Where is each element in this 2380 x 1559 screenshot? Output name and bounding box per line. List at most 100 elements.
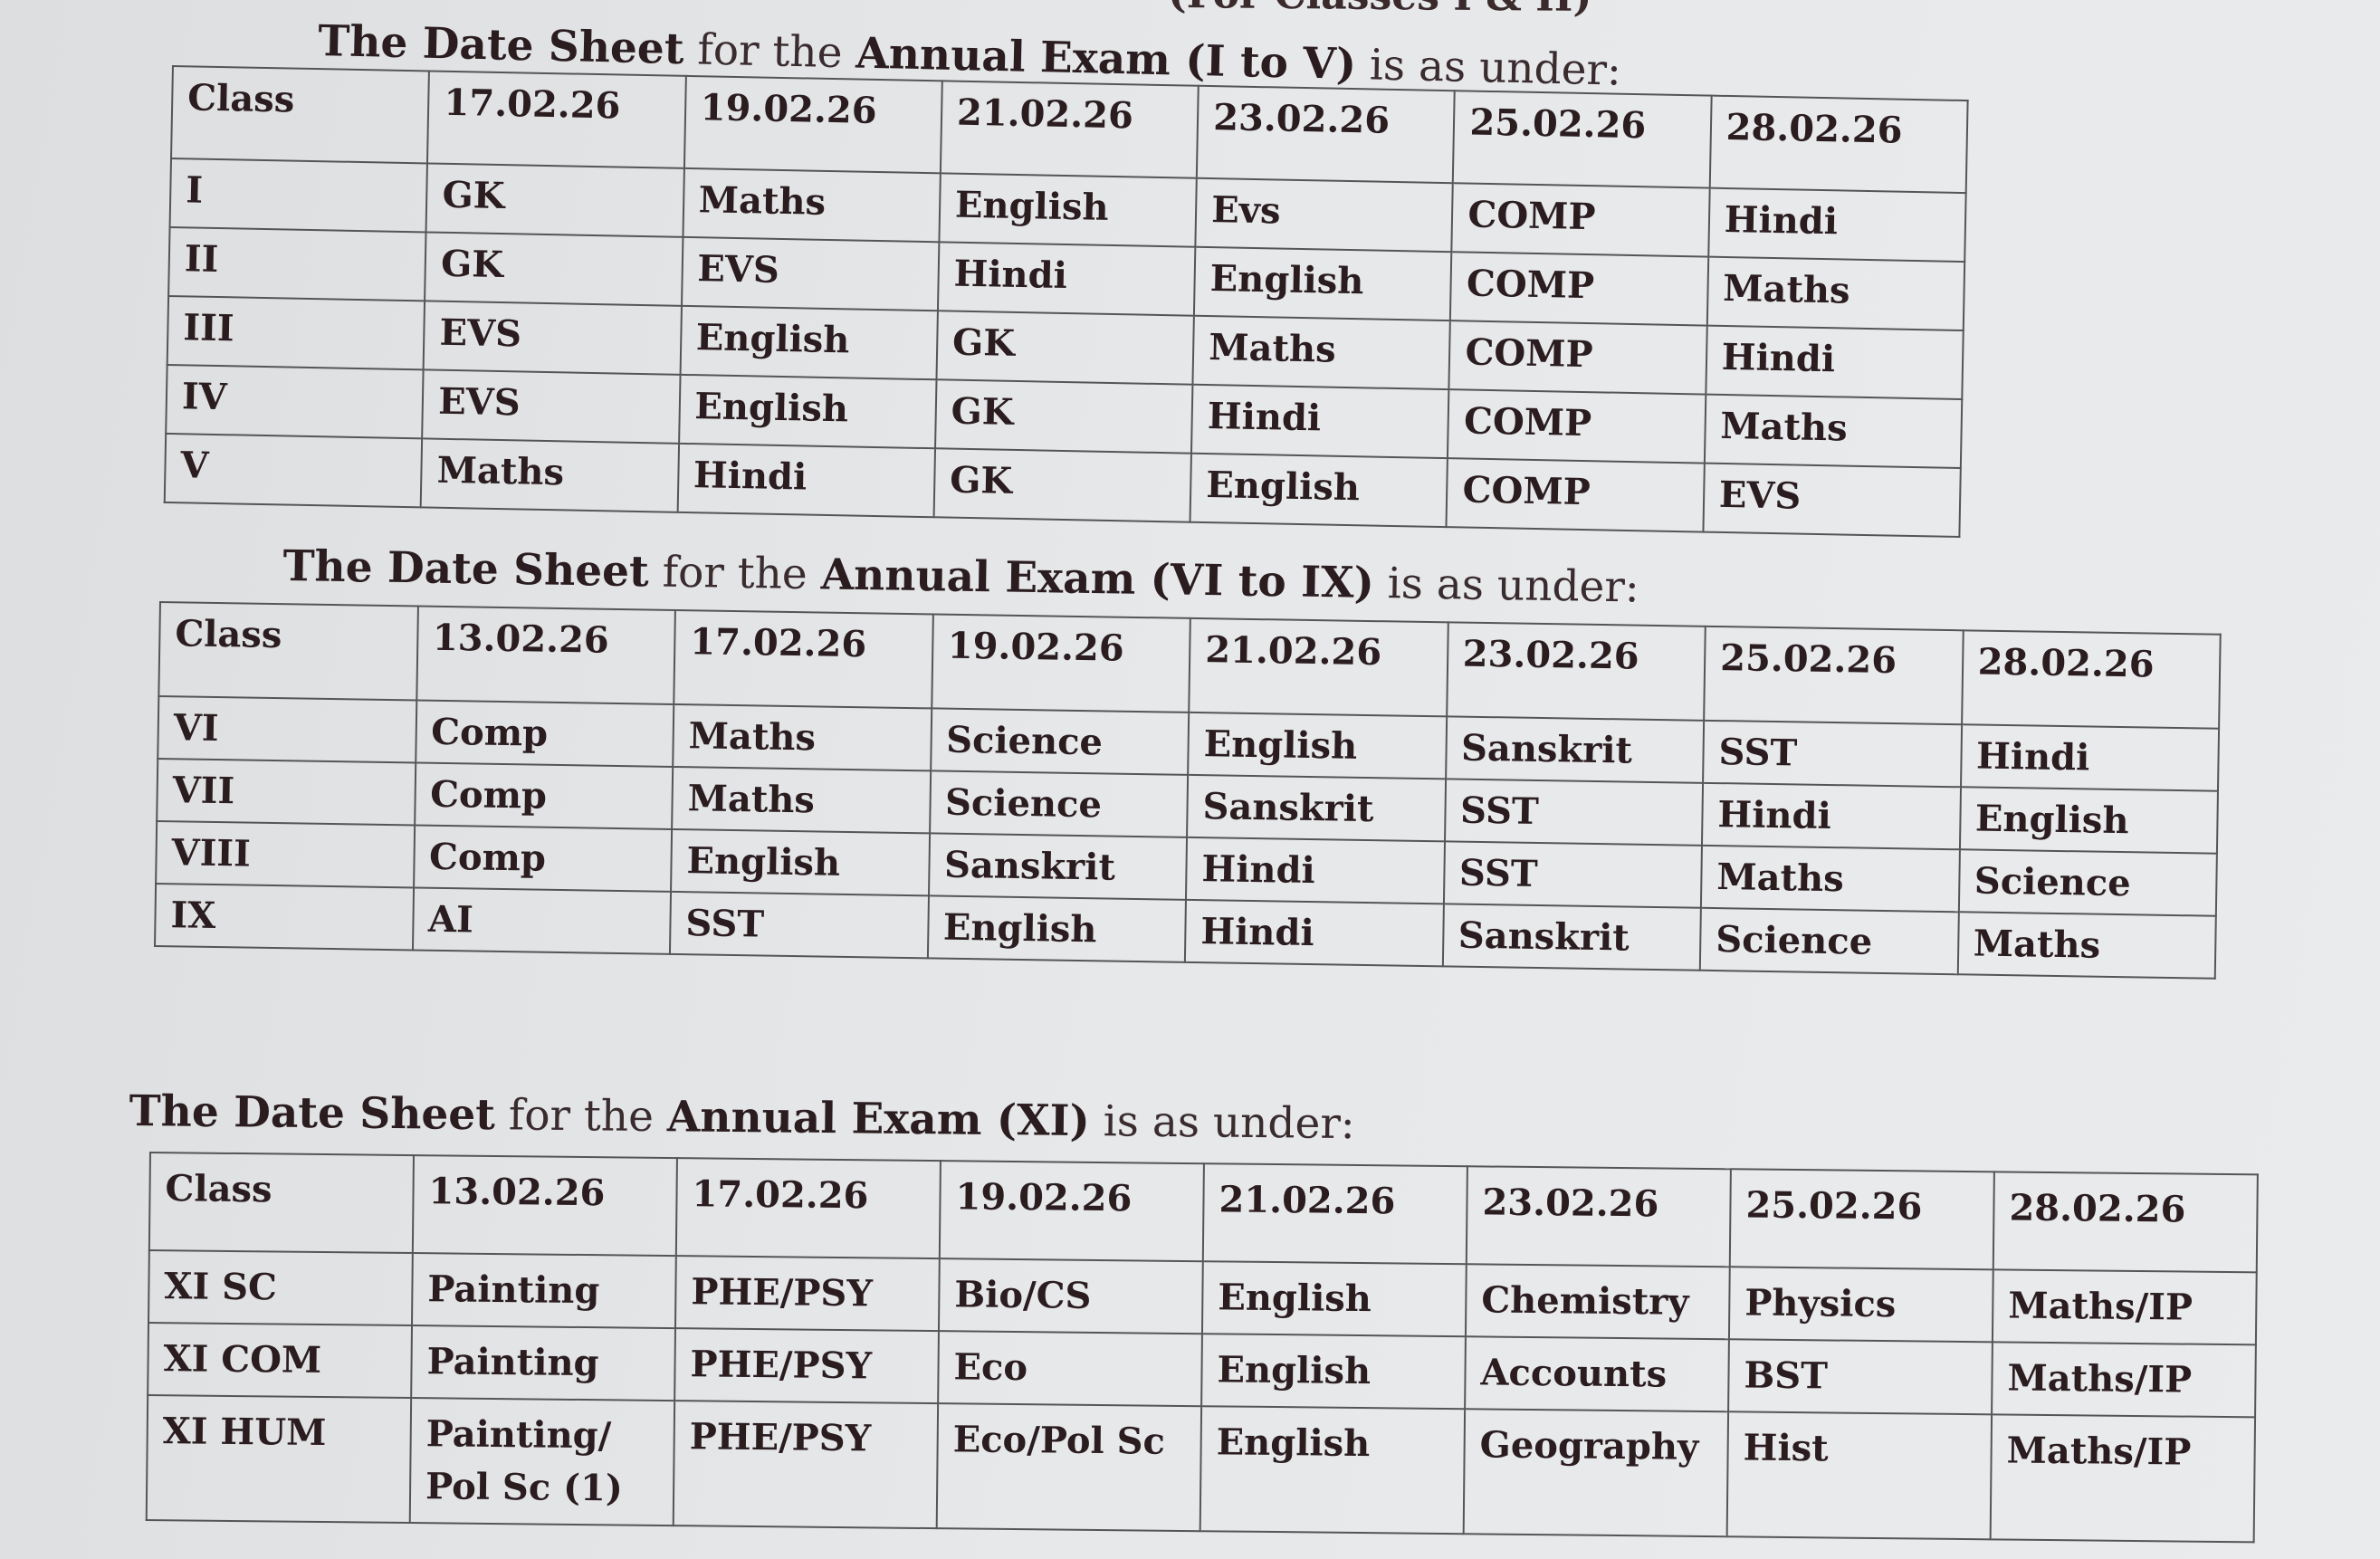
header-class: Class	[158, 602, 418, 701]
subject-cell: Painting	[411, 1325, 675, 1401]
class-cell: III	[167, 295, 425, 370]
subject-cell: English	[1959, 787, 2218, 854]
subject-cell: Sanskrit	[1445, 716, 1705, 783]
title-text: for the	[494, 1090, 668, 1143]
subject-cell: Science	[1699, 907, 1959, 975]
date-sheet-table-i-to-v: Class 17.02.26 19.02.26 21.02.26 23.02.26 25.…	[164, 65, 1969, 538]
header-date: 13.02.26	[416, 606, 675, 704]
subject-cell: Accounts	[1465, 1336, 1729, 1412]
subject-cell: English	[939, 173, 1197, 247]
class-cell: I	[169, 158, 428, 233]
subject-cell: Science	[929, 770, 1189, 837]
subject-cell: Hindi	[1707, 187, 1966, 263]
subject-cell: Hindi	[1185, 837, 1445, 904]
title-text: is as under:	[1089, 1096, 1355, 1150]
title-bold: The Date Sheet	[317, 16, 685, 75]
subject-cell: AI	[412, 887, 672, 954]
subject-cell: Hindi	[1706, 325, 1964, 400]
subject-cell: GK	[425, 232, 683, 306]
subject-cell: Chemistry	[1465, 1264, 1730, 1340]
subject-cell: Sanskrit	[1187, 774, 1446, 842]
title-text: for the	[648, 547, 822, 600]
class-cell: VII	[157, 758, 416, 826]
subject-cell: GK	[933, 448, 1192, 522]
header-date: 17.02.26	[427, 71, 686, 168]
header-date: 23.02.26	[1196, 85, 1456, 184]
subject-cell: GK	[936, 311, 1195, 385]
subject-cell: Painting/ Pol Sc (1)	[409, 1398, 675, 1526]
subject-cell: EVS	[422, 369, 681, 444]
header-date: 17.02.26	[675, 1158, 941, 1259]
subject-cell: GK	[934, 379, 1193, 454]
class-cell: XI COM	[148, 1323, 413, 1399]
header-date: 19.02.26	[931, 614, 1190, 713]
subject-cell: English	[1201, 1334, 1466, 1410]
subject-cell: English	[1188, 712, 1447, 780]
subject-cell: COMP	[1448, 389, 1706, 464]
subject-cell: Comp	[415, 700, 674, 767]
class-cell: VI	[158, 696, 416, 763]
subject-cell: Maths	[1706, 256, 1965, 331]
subject-cell: Painting	[412, 1253, 676, 1329]
subject-cell: SST	[1703, 720, 1962, 788]
header-date: 23.02.26	[1466, 1166, 1731, 1267]
subject-cell: Maths	[1192, 315, 1451, 390]
subject-cell: Maths	[420, 438, 679, 512]
class-cell: IX	[155, 883, 414, 951]
subject-cell: Geography	[1463, 1409, 1729, 1537]
title-text: is as under:	[1373, 558, 1640, 613]
subject-cell: Comp	[414, 762, 674, 829]
class-cell: VIII	[156, 820, 415, 888]
class-cell: II	[168, 226, 426, 301]
subject-cell: English	[1200, 1406, 1466, 1535]
subject-cell: English	[927, 895, 1186, 962]
subject-cell: Hindi	[1701, 782, 1961, 850]
subject-cell: Evs	[1195, 177, 1454, 253]
class-cell: V	[164, 433, 423, 508]
section-title-vi-to-ix: The Date Sheet for the Annual Exam (VI t…	[282, 541, 1639, 613]
subject-cell: EVS	[681, 236, 940, 311]
subject-cell: PHE/PSY	[674, 1256, 940, 1332]
header-date: 21.02.26	[1202, 1163, 1467, 1265]
header-date: 19.02.26	[939, 1161, 1204, 1262]
title-bold: The Date Sheet	[282, 541, 650, 598]
subject-cell: COMP	[1446, 458, 1705, 532]
header-date: 23.02.26	[1446, 622, 1706, 721]
subject-cell: Maths	[1704, 394, 1963, 469]
header-date: 28.02.26	[1993, 1172, 2258, 1273]
subject-cell: Maths	[1700, 845, 1960, 913]
table-row: XI HUM Painting/ Pol Sc (1) PHE/PSY Eco/Pol…	[146, 1394, 2256, 1543]
subject-cell: Maths/IP	[1992, 1269, 2257, 1345]
subject-cell: SST	[669, 891, 929, 959]
header-class: Class	[148, 1153, 414, 1254]
subject-cell: SST	[1444, 779, 1704, 846]
subject-cell: Comp	[413, 825, 673, 892]
subject-cell: Maths	[1957, 912, 2216, 979]
subject-cell: English	[680, 305, 938, 380]
section-title-xi: The Date Sheet for the Annual Exam (XI) …	[129, 1086, 1355, 1149]
subject-cell: Eco/Pol Sc	[936, 1403, 1202, 1532]
subject-cell: Eco	[938, 1331, 1202, 1407]
subject-cell: Hist	[1726, 1411, 1993, 1540]
subject-cell: Science	[930, 708, 1190, 775]
subject-cell: Bio/CS	[938, 1258, 1203, 1334]
subject-cell: COMP	[1450, 252, 1708, 326]
title-text: is as under:	[1355, 40, 1622, 96]
subject-cell: EVS	[423, 301, 682, 375]
header-date: 28.02.26	[1961, 630, 2221, 729]
title-bold: Annual Exam (XI)	[666, 1092, 1091, 1147]
subject-cell: COMP	[1451, 183, 1710, 257]
subject-cell: EVS	[1703, 463, 1961, 537]
class-cell: XI SC	[148, 1250, 413, 1326]
subject-cell: Science	[1958, 849, 2217, 916]
subject-cell: Maths	[673, 703, 932, 771]
subject-cell: English	[1201, 1261, 1467, 1337]
subject-cell: Sanskrit	[1442, 904, 1701, 971]
class-cell: XI HUM	[146, 1394, 412, 1524]
subject-cell: Physics	[1728, 1267, 1993, 1343]
subject-cell: Hindi	[677, 443, 935, 518]
subject-cell: COMP	[1448, 320, 1707, 395]
subject-cell: Maths	[672, 766, 931, 834]
subject-cell: Sanskrit	[928, 833, 1188, 900]
subject-cell: Maths	[683, 167, 941, 243]
